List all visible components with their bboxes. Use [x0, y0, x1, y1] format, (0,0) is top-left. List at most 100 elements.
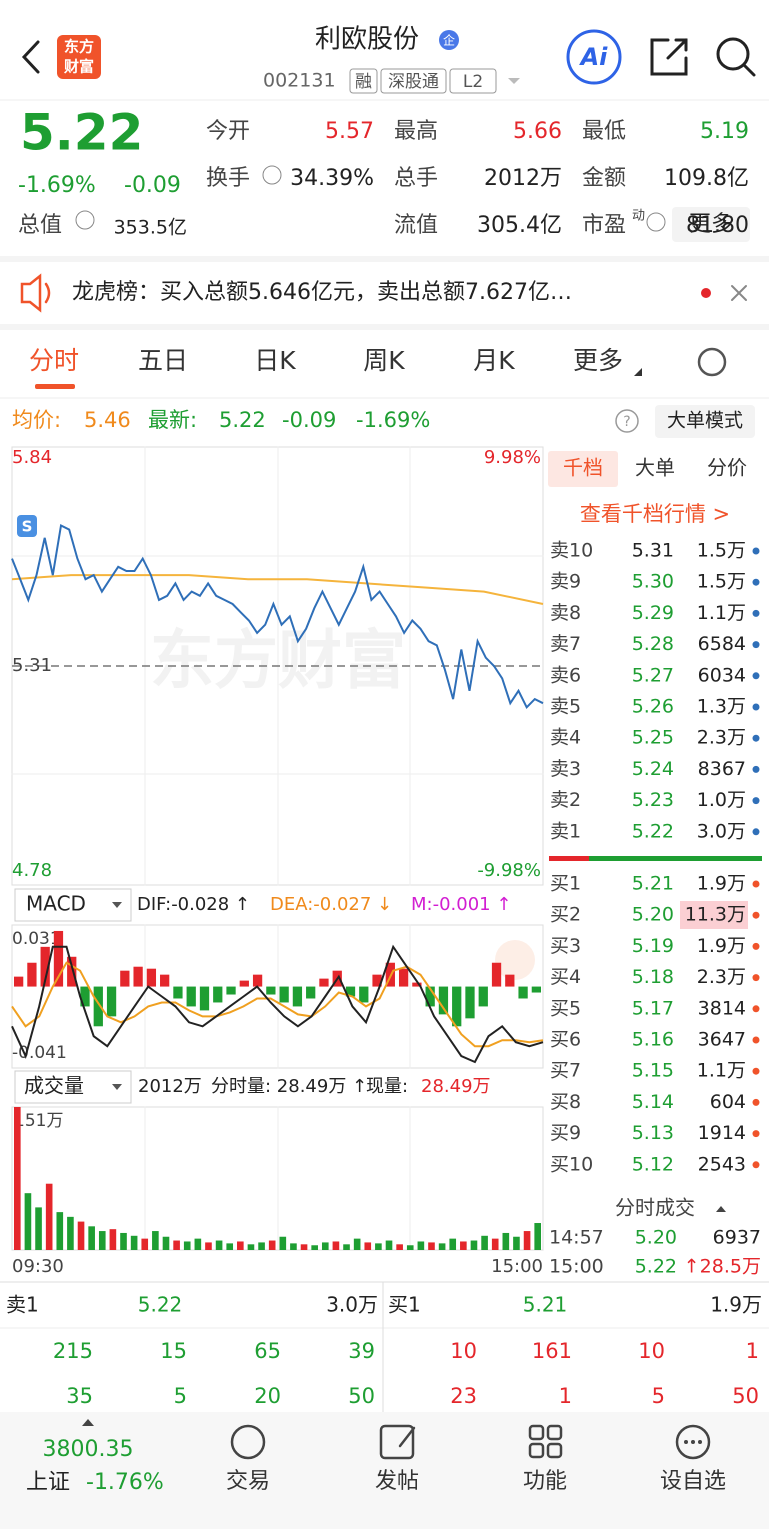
volume-bar — [321, 1242, 329, 1250]
more[interactable]: 更多 — [689, 212, 733, 237]
book-volume: 2543 — [698, 1153, 746, 1175]
macd-bar — [425, 986, 435, 1007]
book-volume: 6034 — [698, 664, 746, 686]
mode[interactable]: 大单模式 — [667, 410, 743, 432]
macd-bar — [279, 986, 289, 1003]
nav-item[interactable]: 发帖 — [375, 1469, 419, 1494]
nav-item[interactable]: 设自选 — [660, 1469, 726, 1494]
settings[interactable] — [697, 347, 727, 377]
sum-cell: 65 — [254, 1339, 281, 1363]
tag: 深股通 — [388, 72, 439, 92]
volume-bar — [353, 1238, 361, 1250]
share[interactable] — [650, 38, 688, 76]
book-volume: 3647 — [698, 1029, 746, 1051]
mode-button[interactable] — [655, 405, 755, 438]
book-link[interactable]: 查看千档行情 > — [580, 502, 730, 526]
macd-bar — [478, 986, 488, 1007]
field-value: 5.66 — [513, 119, 562, 144]
book-volume: 1914 — [698, 1122, 746, 1144]
macd-bar — [146, 968, 157, 987]
book-level: 卖5 — [550, 696, 581, 718]
dif-line — [11, 944, 544, 1064]
tab[interactable]: 五日 — [138, 346, 188, 375]
volume-bar — [449, 1238, 457, 1250]
last: 5.22 — [219, 408, 266, 432]
speaker — [20, 273, 51, 313]
volume-bar — [67, 1216, 74, 1250]
field-value: 305.4亿 — [477, 213, 562, 238]
sum-price: 5.21 — [523, 1293, 568, 1317]
book-volume: 1.5万 — [697, 540, 746, 562]
tab[interactable]: 更多 — [573, 346, 623, 375]
macd-bar — [93, 986, 103, 1027]
book-volume: 1.5万 — [697, 571, 746, 593]
field-label: 今开 — [206, 119, 250, 144]
volume-bar — [35, 1207, 42, 1250]
field-value: 2012万 — [484, 166, 562, 191]
book-tab[interactable]: 千档 — [563, 456, 603, 480]
macd-bar — [292, 986, 303, 1007]
book-dot — [752, 641, 760, 649]
book-cover — [546, 1184, 769, 1280]
book-tab[interactable]: 大单 — [635, 456, 675, 480]
avg-line — [11, 574, 544, 605]
volume-bar — [183, 1241, 191, 1250]
trades-title: 分时成交 — [615, 1196, 695, 1220]
volume-bar — [152, 1231, 159, 1250]
book-volume: 8367 — [698, 758, 746, 780]
book-dot — [752, 765, 760, 773]
book-price: 5.23 — [632, 789, 674, 811]
book-price: 5.14 — [632, 1091, 674, 1113]
sum-cell: 20 — [254, 1384, 281, 1408]
tab[interactable]: 日K — [254, 346, 296, 375]
book-volume: 2.3万 — [697, 966, 746, 988]
volume-bar — [237, 1241, 244, 1250]
sum-cell: 161 — [532, 1339, 572, 1363]
macd-bar — [359, 986, 369, 1003]
trade-price: 5.20 — [635, 1227, 677, 1249]
volume-bar — [120, 1232, 127, 1250]
y-label: 0.031 — [12, 929, 61, 949]
book-dot — [752, 1036, 760, 1044]
volume-bar — [173, 1240, 180, 1250]
volume-bar — [162, 1236, 170, 1250]
search[interactable] — [716, 37, 750, 71]
y-label: 4.78 — [12, 860, 52, 881]
field-label: 流值 — [394, 213, 438, 238]
volume-bar — [258, 1242, 265, 1250]
book-price: 5.25 — [632, 727, 674, 749]
book-dot — [752, 672, 760, 680]
book-volume: 1.3万 — [697, 696, 746, 718]
volume-bar — [215, 1240, 223, 1250]
trade-volume: 6937 — [713, 1227, 761, 1249]
volume-bar — [279, 1236, 287, 1250]
tab[interactable]: 分时 — [29, 346, 79, 375]
logo-text: 财富 — [64, 58, 94, 76]
nav-item[interactable]: 功能 — [523, 1469, 567, 1494]
macd-bar — [120, 970, 130, 987]
macd-bar — [518, 986, 528, 999]
book-volume: 1.0万 — [697, 789, 746, 811]
badge: 企 — [443, 33, 455, 48]
tab[interactable]: 月K — [473, 346, 515, 375]
book-level: 买7 — [550, 1060, 581, 1082]
notice: 龙虎榜：买入总额5.646亿元，卖出总额7.627亿… — [72, 280, 572, 305]
book-tab[interactable]: 分价 — [707, 456, 747, 480]
volume-label: 成交量 — [24, 1074, 84, 1098]
avg: 5.46 — [84, 408, 131, 432]
macd-bar — [27, 962, 37, 987]
volume-bar — [45, 1183, 53, 1250]
nav-item[interactable]: 交易 — [226, 1469, 270, 1494]
tab[interactable]: 周K — [363, 346, 405, 375]
ai-icon[interactable] — [566, 29, 622, 85]
back[interactable] — [21, 40, 40, 74]
pct-label: 9.98% — [484, 447, 541, 468]
macd-bar — [80, 986, 90, 1007]
more-button[interactable] — [672, 207, 750, 242]
trade-time: 14:57 — [549, 1227, 604, 1249]
sum-cell: 5 — [652, 1384, 665, 1408]
volume-bar — [24, 1193, 32, 1250]
book-dot — [752, 578, 760, 586]
close[interactable] — [731, 285, 747, 301]
